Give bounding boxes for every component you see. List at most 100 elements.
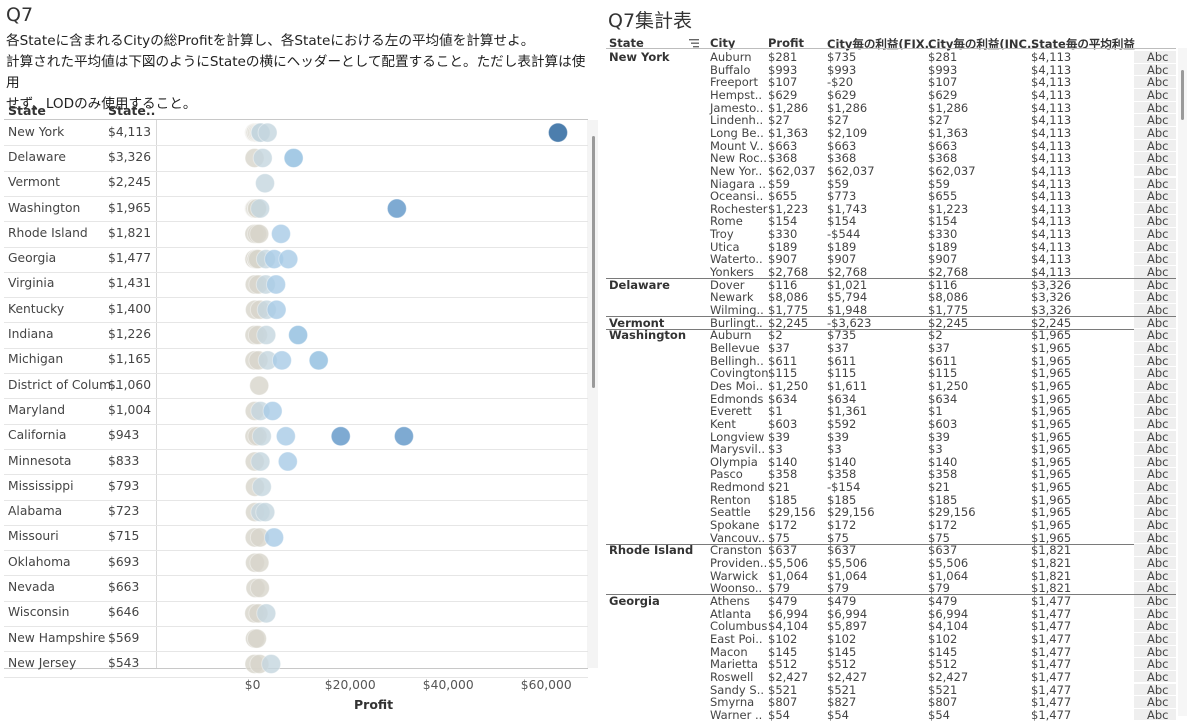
city-profit-dot[interactable] [249,552,270,573]
row-state-label[interactable]: Maryland [8,402,66,417]
city-profit-dot[interactable] [288,325,309,346]
row-state-label[interactable]: New Jersey [8,655,77,670]
row-state-average: $1,821 [108,225,152,240]
row-state-label[interactable]: Nevada [8,580,55,595]
city-profit-dot[interactable] [256,325,277,346]
abc-placeholder-cell: Abc [1147,581,1169,596]
row-state-label[interactable]: Kentucky [8,301,65,316]
city-profit-dot[interactable] [249,375,270,396]
row-state-label[interactable]: Oklahoma [8,554,71,569]
right-scrollbar-thumb[interactable] [1181,70,1184,120]
table-column-header[interactable]: City毎の利益(INC.. [928,37,1036,51]
row-state-label[interactable]: Indiana [8,327,54,342]
table-state-label[interactable]: Vermont [609,315,665,330]
city-profit-dot[interactable] [266,274,287,295]
row-state-label[interactable]: Delaware [8,149,66,164]
table-state-label[interactable]: Georgia [609,593,660,608]
row-state-label[interactable]: New York [8,124,65,139]
table-city-cell: Niagara .. [710,176,766,191]
table-column-header[interactable]: State [609,36,644,50]
table-column-header[interactable]: City [710,36,736,50]
row-state-label[interactable]: Rhode Island [8,225,88,240]
sort-icon[interactable] [689,39,699,48]
city-profit-dot[interactable] [330,426,351,447]
row-state-label[interactable]: New Hampshire [8,630,106,645]
left-scrollbar-thumb[interactable] [592,136,595,388]
city-profit-dot[interactable] [255,502,276,523]
abc-placeholder-cell: Abc [1147,201,1169,216]
row-state-label[interactable]: Washington [8,200,81,215]
city-profit-dot[interactable] [256,603,277,624]
table-value-cell: $2,768 [827,265,868,280]
city-profit-dot[interactable] [257,122,278,143]
city-profit-dot[interactable] [250,198,271,219]
table-column-header[interactable]: City毎の利益(FIX.. [827,37,934,51]
table-value-cell: $479 [768,593,798,608]
row-state-label[interactable]: Minnesota [8,453,72,468]
city-profit-dot[interactable] [262,400,283,421]
row-state-label[interactable]: Virginia [8,276,55,291]
city-profit-dot[interactable] [393,426,414,447]
abc-cell-bg [1134,215,1176,228]
abc-cell-bg [1134,607,1176,620]
city-profit-dot[interactable] [283,147,304,168]
row-state-label[interactable]: Missouri [8,529,59,544]
row-state-label[interactable]: Vermont [8,175,60,190]
city-profit-dot[interactable] [308,350,329,371]
table-value-cell: $3,326 [1031,290,1072,305]
table-city-cell: East Poi.. [710,631,763,646]
city-profit-dot[interactable] [547,122,568,143]
city-profit-dot[interactable] [249,223,270,244]
row-divider [4,221,588,223]
row-state-label[interactable]: Wisconsin [8,605,70,620]
city-profit-dot[interactable] [270,223,291,244]
row-state-label[interactable]: California [8,428,67,443]
table-value-cell: $1,821 [1031,568,1072,583]
city-profit-dot[interactable] [266,299,287,320]
city-profit-dot[interactable] [271,350,292,371]
city-profit-dot[interactable] [278,249,299,270]
table-city-cell: Warner .. [710,707,763,722]
table-value-cell: $827 [827,695,857,710]
row-divider [4,423,588,425]
table-state-label[interactable]: Washington [609,328,687,343]
city-profit-dot[interactable] [246,628,267,649]
row-state-label[interactable]: Georgia [8,251,57,266]
table-value-cell: $145 [928,644,958,659]
city-profit-dot[interactable] [251,476,272,497]
abc-placeholder-cell: Abc [1147,619,1169,634]
row-divider [4,550,588,552]
table-column-header[interactable]: Profit [768,36,805,50]
header-state-avg[interactable]: State.. [108,103,156,118]
abc-cell-bg [1134,620,1176,632]
table-state-label[interactable]: Rhode Island [609,543,694,558]
header-state[interactable]: State [8,103,46,118]
city-profit-dot[interactable] [249,578,270,599]
right-scrollbar[interactable] [1178,48,1187,716]
city-profit-dot[interactable] [386,198,407,219]
row-state-label[interactable]: Michigan [8,352,64,367]
city-profit-dot[interactable] [250,451,271,472]
abc-placeholder-cell: Abc [1147,151,1169,166]
table-column-header[interactable]: State毎の平均利益 [1031,37,1135,51]
description-line-1: 各Stateに含まれるCityの総Profitを計算し、各Stateにおける左の… [6,33,535,49]
table-state-label[interactable]: Delaware [609,277,670,292]
left-scrollbar[interactable] [587,120,598,668]
abc-placeholder-cell: Abc [1147,454,1169,469]
row-state-label[interactable]: District of Colum.. [8,377,119,392]
city-profit-dot[interactable] [251,426,272,447]
table-state-label[interactable]: New York [609,50,670,64]
abc-cell-bg [1134,632,1176,645]
city-profit-dot[interactable] [264,527,285,548]
abc-cell-bg [1134,708,1176,721]
city-profit-dot[interactable] [255,173,276,194]
row-state-label[interactable]: Alabama [8,504,63,519]
city-profit-dot[interactable] [261,653,282,674]
abc-cell-bg [1134,190,1176,202]
table-value-cell: $79 [768,581,790,596]
city-profit-dot[interactable] [277,451,298,472]
city-profit-dot[interactable] [252,147,273,168]
city-profit-dot[interactable] [275,426,296,447]
table-value-cell: $107 [768,75,798,90]
row-state-label[interactable]: Mississippi [8,478,74,493]
